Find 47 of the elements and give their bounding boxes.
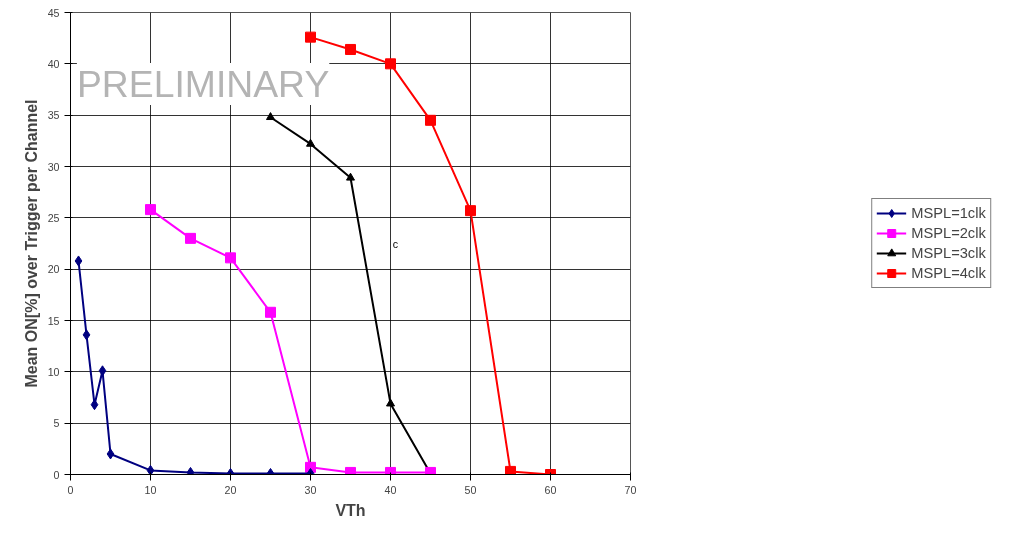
x-tick-label: 20 (224, 483, 237, 496)
point (82, 329, 91, 341)
x-axis-title: VTh (335, 501, 366, 519)
point (225, 252, 236, 264)
y-tick-label: 40 (47, 57, 60, 70)
point (345, 43, 356, 55)
point (185, 232, 196, 244)
point (266, 112, 275, 121)
y-tick-label: 35 (47, 109, 60, 122)
point (385, 58, 396, 70)
annotation: PRELIMINARY (76, 62, 330, 105)
point (345, 466, 356, 475)
point (146, 464, 155, 475)
x-tick-label: 10 (144, 483, 157, 496)
x-tick-label: 70 (624, 483, 637, 496)
point (74, 255, 83, 267)
y-tick-label: 30 (47, 160, 60, 173)
x-tick-label: 60 (544, 483, 557, 496)
point (505, 465, 516, 475)
y-tick-label: 45 (47, 6, 60, 19)
legend-label: MSPL=3clk (911, 245, 986, 261)
y-tick-label: 25 (47, 211, 60, 224)
x-tick-label: 50 (464, 483, 477, 496)
annotation: c (392, 237, 399, 250)
y-tick-label: 0 (53, 468, 60, 481)
legend-label: MSPL=4clk (911, 265, 986, 281)
point (106, 448, 115, 460)
x-tick-label: 30 (304, 483, 317, 496)
y-tick-label: 15 (47, 314, 60, 327)
y-tick-label: 20 (47, 263, 60, 276)
point (306, 138, 315, 147)
point (465, 205, 476, 217)
y-axis-title: Mean ON[%] over Trigger per Channel (22, 99, 40, 388)
point (186, 466, 195, 475)
y-tick-label: 5 (53, 417, 60, 430)
point (265, 306, 276, 318)
point (305, 31, 316, 43)
point (386, 398, 395, 407)
point (385, 466, 396, 475)
point (145, 204, 156, 216)
legend-label: MSPL=1clk (911, 205, 986, 221)
point (425, 114, 436, 126)
x-tick-label: 40 (384, 483, 397, 496)
point (346, 172, 355, 181)
x-tick-label: 0 (67, 483, 74, 496)
y-tick-label: 10 (47, 365, 60, 378)
legend-label: MSPL=2clk (911, 225, 986, 241)
